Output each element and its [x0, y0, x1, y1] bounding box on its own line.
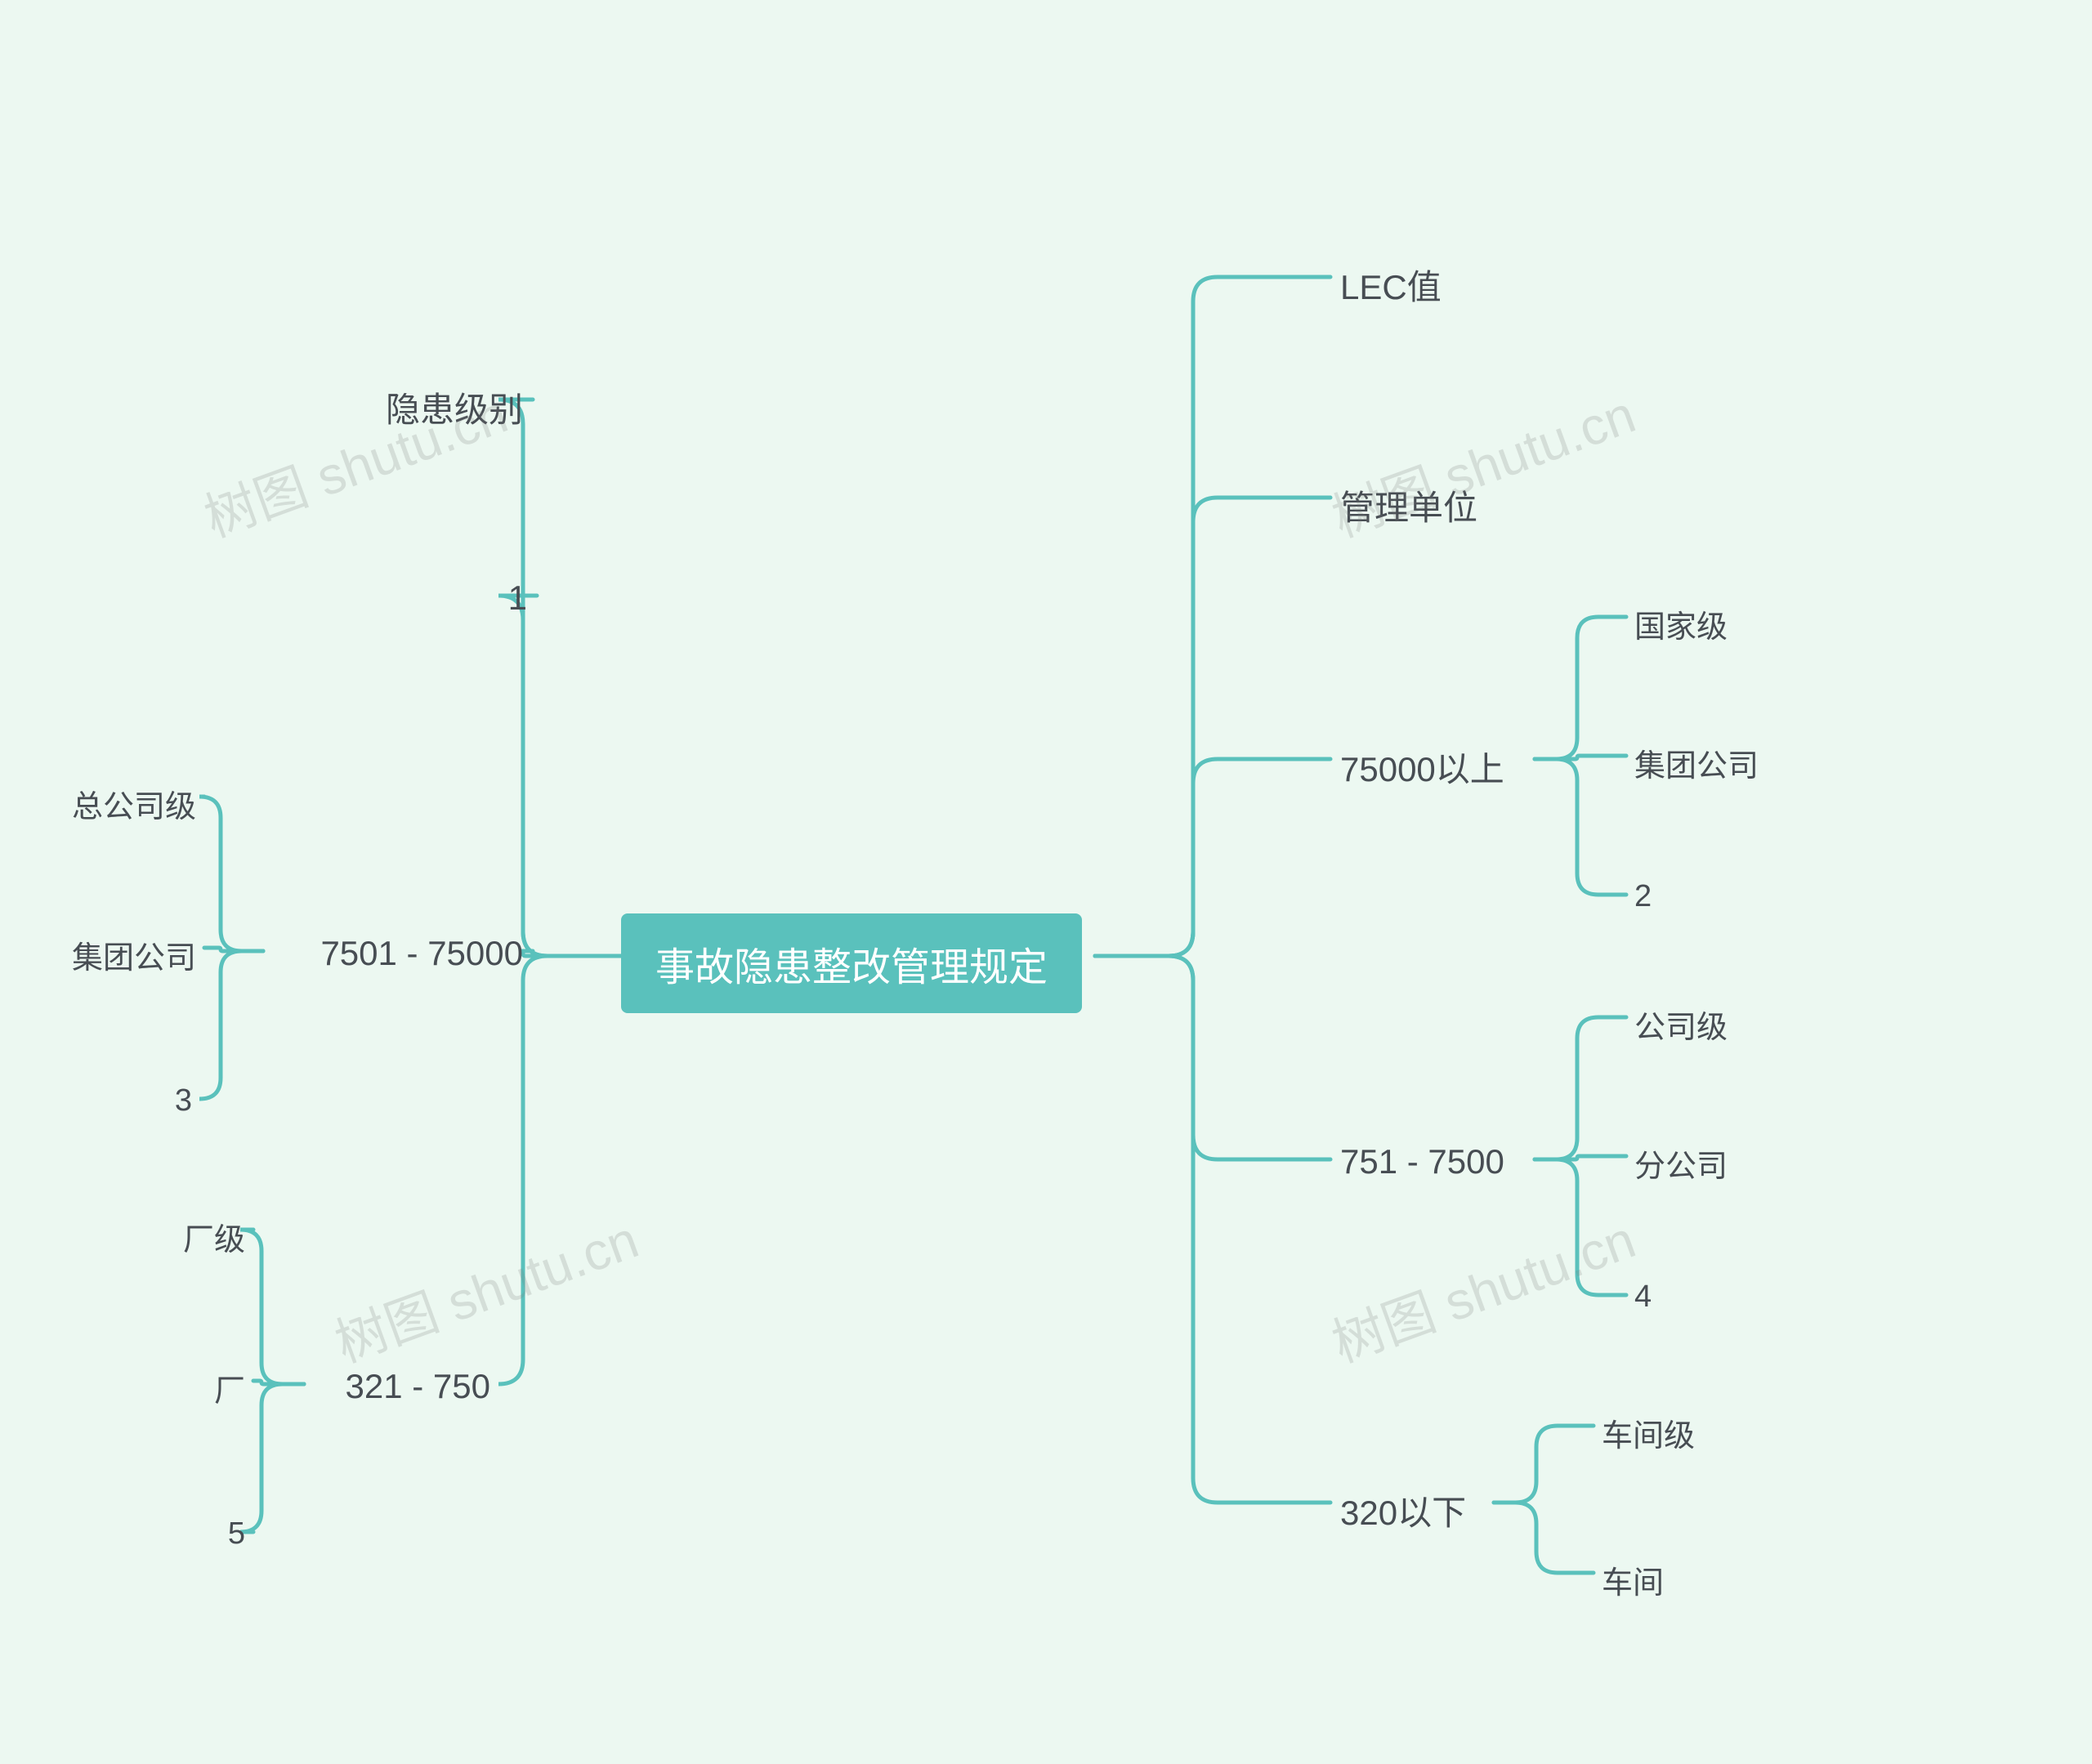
- left-branch-2: 7501 - 75000: [270, 927, 523, 980]
- right-branch-3-child-1: 分公司: [1634, 1136, 1728, 1190]
- root-node: 事故隐患整改管理规定: [621, 913, 1082, 1013]
- right-branch-4: 320以下: [1340, 1479, 1466, 1542]
- left-branch-3-child-1: 厂: [196, 1360, 245, 1415]
- left-branch-2-child-2: 3: [159, 1078, 192, 1123]
- right-branch-4-child-1: 车间: [1602, 1552, 1664, 1607]
- left-branch-3: 321 - 750: [311, 1360, 490, 1413]
- right-branch-3: 751 - 7500: [1340, 1136, 1504, 1188]
- right-branch-3-child-2: 4: [1634, 1275, 1652, 1320]
- left-branch-2-child-0: 总公司级: [49, 776, 196, 831]
- right-branch-0: LEC值: [1340, 253, 1442, 316]
- connector-layer: [0, 0, 2092, 1764]
- right-branch-3-child-0: 公司级: [1634, 997, 1728, 1052]
- left-branch-2-child-1: 集团公司: [49, 927, 196, 982]
- left-branch-0: 隐患级别: [376, 376, 523, 439]
- right-branch-2: 75000以上: [1340, 735, 1504, 798]
- right-branch-1: 管理单位: [1340, 474, 1477, 537]
- left-branch-3-child-2: 5: [212, 1512, 245, 1556]
- right-branch-2-child-0: 国家级: [1634, 596, 1728, 651]
- right-branch-2-child-2: 2: [1634, 874, 1652, 919]
- right-branch-2-child-1: 集团公司: [1634, 735, 1759, 790]
- left-branch-3-child-0: 厂级: [163, 1209, 245, 1264]
- left-branch-1: 1: [494, 572, 527, 624]
- mindmap-canvas: 事故隐患整改管理规定 LEC值管理单位 75000以上 国家级集团公司 2 751 - 7…: [0, 0, 2092, 1764]
- right-branch-4-child-0: 车间级: [1602, 1405, 1695, 1460]
